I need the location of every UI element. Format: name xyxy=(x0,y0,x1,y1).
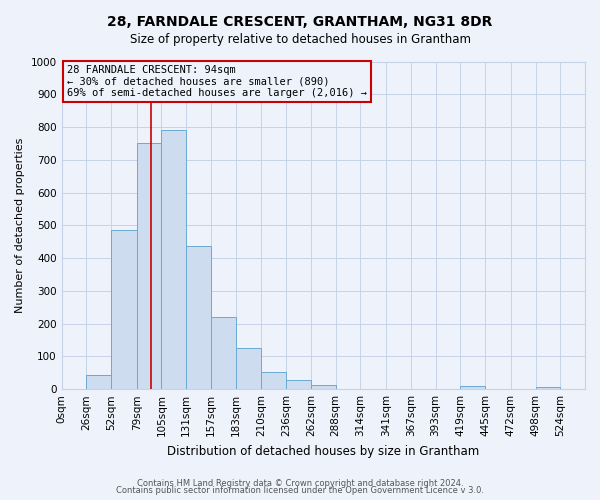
Y-axis label: Number of detached properties: Number of detached properties xyxy=(15,138,25,313)
Text: Contains HM Land Registry data © Crown copyright and database right 2024.: Contains HM Land Registry data © Crown c… xyxy=(137,478,463,488)
Bar xyxy=(186,246,211,389)
Bar xyxy=(111,230,137,389)
Text: 28 FARNDALE CRESCENT: 94sqm
← 30% of detached houses are smaller (890)
69% of se: 28 FARNDALE CRESCENT: 94sqm ← 30% of det… xyxy=(67,65,367,98)
Bar xyxy=(137,144,161,389)
Bar xyxy=(262,372,286,389)
X-axis label: Distribution of detached houses by size in Grantham: Distribution of detached houses by size … xyxy=(167,444,479,458)
Bar xyxy=(86,375,111,389)
Bar xyxy=(286,380,311,389)
Bar xyxy=(236,348,262,389)
Text: Contains public sector information licensed under the Open Government Licence v : Contains public sector information licen… xyxy=(116,486,484,495)
Bar xyxy=(211,317,236,389)
Bar xyxy=(460,386,485,389)
Text: Size of property relative to detached houses in Grantham: Size of property relative to detached ho… xyxy=(130,32,470,46)
Text: 28, FARNDALE CRESCENT, GRANTHAM, NG31 8DR: 28, FARNDALE CRESCENT, GRANTHAM, NG31 8D… xyxy=(107,15,493,29)
Bar xyxy=(161,130,186,389)
Bar xyxy=(311,385,335,389)
Bar xyxy=(536,387,560,389)
